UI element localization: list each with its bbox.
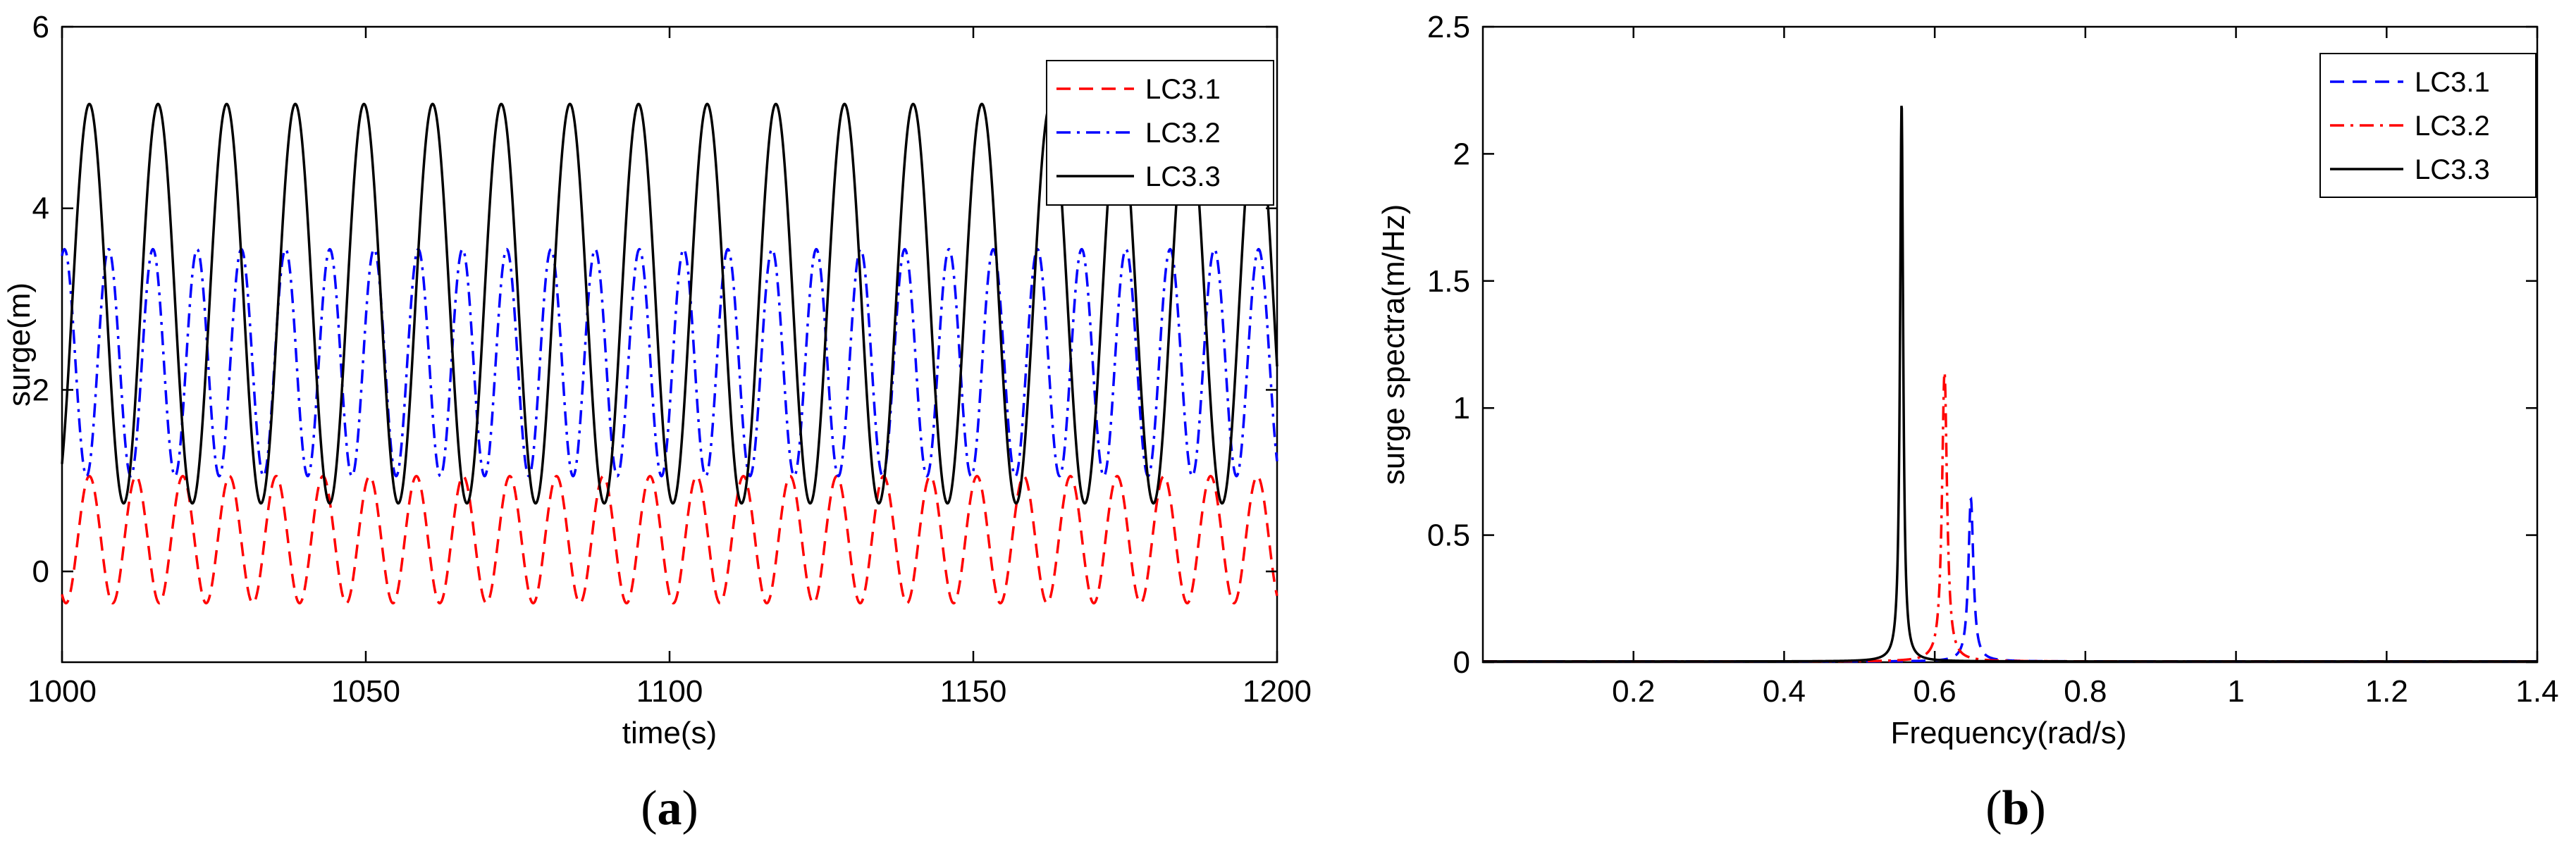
x-tick-label: 1000 [27,674,97,709]
y-tick-label: 0.5 [1427,518,1470,553]
x-tick-label: 1.2 [2365,674,2408,709]
legend-label: LC3.3 [1145,161,1221,192]
x-tick-label: 0.6 [1913,674,1956,709]
panel-a-caption: (a) [641,781,698,836]
panel-b-legend: LC3.1 LC3.2 LC3.3 [2319,53,2537,198]
x-tick-label: 1.4 [2515,674,2558,709]
y-tick-label: 2 [32,373,49,407]
series-line-lc3-2 [1483,368,2537,663]
panel-b-spectrum: 0.2 0.4 0.6 0.8 1 1.2 1.4 0 0.5 1 1.5 2 2.5 Frequenc… [1376,10,2559,836]
series-line-lc3-3 [61,102,1278,505]
panel-b-ticks: 0.2 0.4 0.6 0.8 1 1.2 1.4 0 0.5 1 1.5 2 2.5 [1427,10,2559,709]
panel-a-time-series: 1000 1050 1100 1150 1200 0 2 4 6 time(s) surge(m… [2,10,1312,836]
legend-label: LC3.2 [2415,111,2490,142]
panel-b-caption-open: ( [1985,781,2002,836]
panel-b-caption: (b) [1985,781,2046,836]
x-tick-label: 0.2 [1612,674,1655,709]
legend-label: LC3.2 [1145,118,1221,149]
x-tick-label: 1 [2227,674,2244,709]
y-tick-label: 0 [32,554,49,589]
panel-a-legend: LC3.1 LC3.2 LC3.3 [1046,60,1274,206]
panel-a-ticks: 1000 1050 1100 1150 1200 0 2 4 6 [27,10,1312,709]
y-tick-label: 0 [1453,645,1470,680]
panel-a-y-axis-title: surge(m) [2,282,37,406]
legend-label: LC3.1 [1145,74,1221,105]
x-tick-label: 1100 [636,674,703,709]
panel-a-x-axis-title: time(s) [622,716,717,750]
legend-label: LC3.3 [2415,154,2490,185]
panel-b-caption-letter: b [2002,781,2030,836]
x-tick-label: 1150 [940,674,1007,709]
y-tick-label: 2.5 [1427,10,1470,44]
x-tick-label: 0.8 [2064,674,2107,709]
y-tick-label: 1.5 [1427,264,1470,299]
y-tick-label: 6 [32,10,49,44]
series-line-lc3-3 [1483,105,2537,663]
x-tick-label: 1050 [331,674,400,709]
panel-b-x-axis-title: Frequency(rad/s) [1890,716,2126,750]
panel-a-caption-letter: a [658,781,682,836]
legend-box [1046,60,1274,206]
legend-label: LC3.1 [2415,67,2490,98]
panel-a-caption-open: ( [641,781,657,836]
y-tick-label: 2 [1453,137,1470,171]
y-tick-label: 1 [1453,391,1470,426]
series-line-lc3-2 [61,247,1278,478]
panel-b-series-lines [1483,105,2537,663]
panel-b-y-axis-title: surge spectra(m/Hz) [1376,204,1411,485]
x-tick-label: 0.4 [1763,674,1806,709]
legend-box [2319,53,2537,198]
panel-b-caption-close: ) [2029,781,2045,836]
panel-a-series-lines [61,102,1278,605]
panel-a-caption-close: ) [682,781,698,836]
y-tick-label: 4 [32,192,49,226]
x-tick-label: 1200 [1243,674,1312,709]
series-line-lc3-1 [1483,496,2537,663]
